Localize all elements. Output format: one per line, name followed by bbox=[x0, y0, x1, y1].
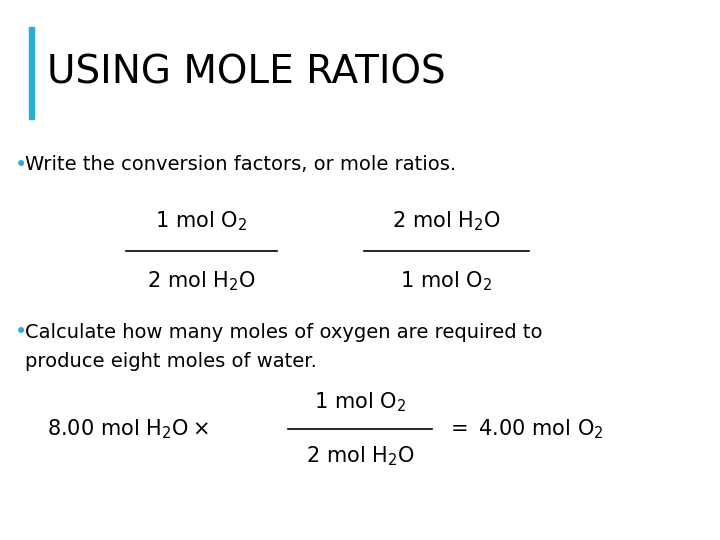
Text: $2\ \mathrm{mol\ H_2O}$: $2\ \mathrm{mol\ H_2O}$ bbox=[305, 444, 415, 468]
Text: $=\ 4.00\ \mathrm{mol\ O_2}$: $=\ 4.00\ \mathrm{mol\ O_2}$ bbox=[446, 417, 604, 441]
Text: $1\ \mathrm{mol\ O_2}$: $1\ \mathrm{mol\ O_2}$ bbox=[156, 210, 248, 233]
Text: $2\ \mathrm{mol\ H_2O}$: $2\ \mathrm{mol\ H_2O}$ bbox=[392, 210, 501, 233]
Text: Calculate how many moles of oxygen are required to: Calculate how many moles of oxygen are r… bbox=[25, 322, 543, 342]
Text: USING MOLE RATIOS: USING MOLE RATIOS bbox=[47, 54, 446, 92]
Text: •: • bbox=[14, 322, 27, 342]
Text: Write the conversion factors, or mole ratios.: Write the conversion factors, or mole ra… bbox=[25, 155, 456, 174]
Text: $1\ \mathrm{mol\ O_2}$: $1\ \mathrm{mol\ O_2}$ bbox=[314, 390, 406, 414]
Text: $2\ \mathrm{mol\ H_2O}$: $2\ \mathrm{mol\ H_2O}$ bbox=[147, 269, 256, 293]
Text: produce eight moles of water.: produce eight moles of water. bbox=[25, 352, 317, 372]
Text: $1\ \mathrm{mol\ O_2}$: $1\ \mathrm{mol\ O_2}$ bbox=[400, 269, 492, 293]
Bar bbox=[29, 27, 34, 119]
Text: •: • bbox=[14, 154, 27, 175]
Text: $8.00\ \mathrm{mol\ H_2O} \times$: $8.00\ \mathrm{mol\ H_2O} \times$ bbox=[47, 417, 209, 441]
